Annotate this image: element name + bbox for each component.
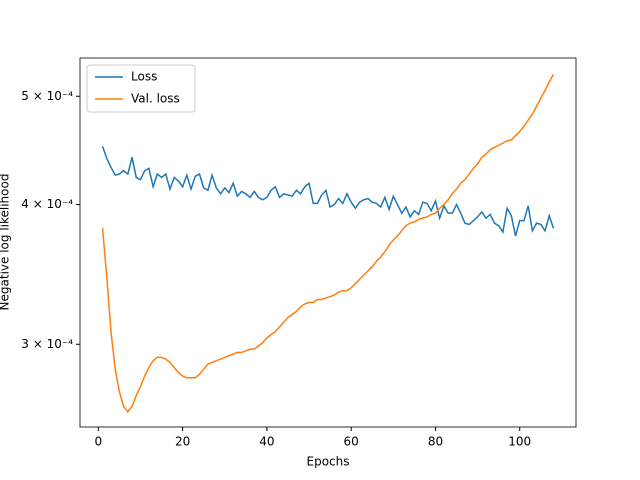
y-tick-label: 4 × 10⁻⁴ [21,197,73,211]
legend-label: Val. loss [131,92,180,106]
plot-frame [79,57,577,428]
x-axis-label: Epochs [307,455,350,469]
y-tick-label: 5 × 10⁻⁴ [21,89,73,103]
x-tick-label: 80 [428,435,443,449]
line-series [101,146,555,237]
x-tick-label: 40 [259,435,274,449]
x-tick-label: 0 [95,435,103,449]
x-tick-label: 100 [508,435,531,449]
x-tick-label: 60 [344,435,359,449]
y-axis-label: Negative log likelihood [0,174,12,311]
x-tick-label: 20 [175,435,190,449]
line-series [101,74,555,414]
legend-label: Loss [131,70,157,84]
y-tick-label: 3 × 10⁻⁴ [21,337,73,351]
